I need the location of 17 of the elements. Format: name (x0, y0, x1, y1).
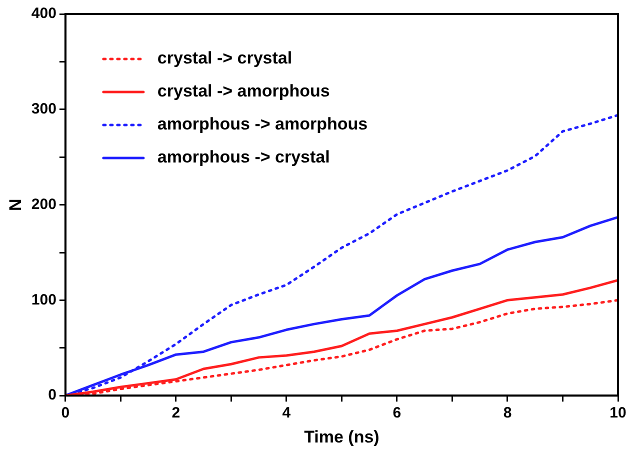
y-axis-title: N (6, 198, 25, 211)
legend-label: amorphous -> crystal (157, 148, 330, 167)
y-tick-label: 0 (48, 386, 56, 404)
legend-label: crystal -> amorphous (157, 82, 330, 101)
x-tick-label: 2 (172, 404, 180, 422)
legend-label: crystal -> crystal (157, 48, 292, 68)
legend-label: amorphous -> amorphous (157, 114, 368, 134)
x-tick-label: 10 (610, 404, 626, 422)
x-tick-label: 0 (61, 404, 70, 422)
x-tick-label: 6 (392, 404, 402, 422)
y-tick-label: 200 (31, 196, 56, 213)
y-tick-label: 300 (31, 100, 56, 118)
x-tick-label: 4 (282, 404, 292, 422)
x-tick-label: 8 (503, 404, 512, 422)
y-tick-label: 100 (31, 291, 56, 308)
y-tick-label: 400 (31, 5, 56, 22)
x-axis-title: Time (ns) (304, 427, 380, 446)
